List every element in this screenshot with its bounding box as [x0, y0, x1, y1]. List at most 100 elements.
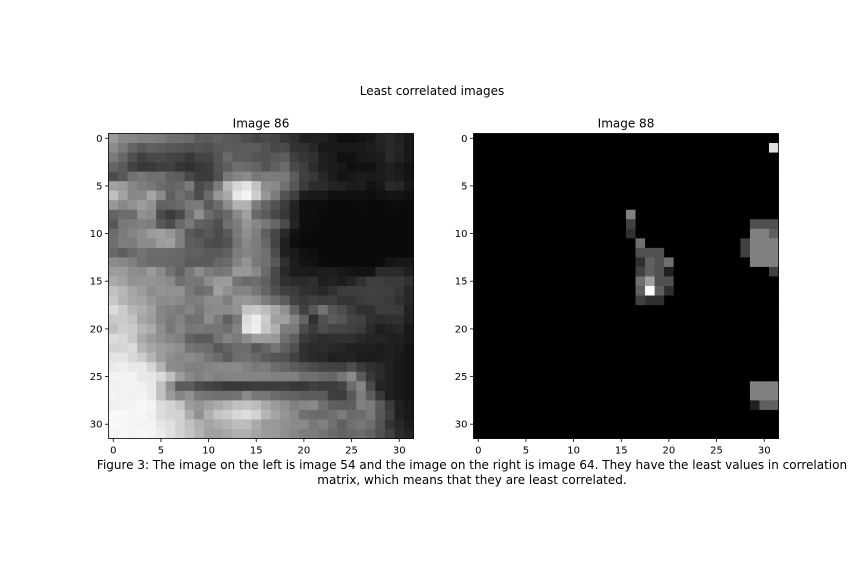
heatmap-cell	[645, 333, 655, 344]
heatmap-cell	[146, 362, 157, 373]
heatmap-cell	[702, 324, 713, 335]
heatmap-cell	[740, 295, 751, 306]
heatmap-cell	[403, 143, 414, 153]
heatmap-cell	[768, 324, 779, 335]
heatmap-cell	[108, 238, 119, 249]
heatmap-cell	[587, 257, 598, 268]
heatmap-cell	[327, 390, 338, 401]
heatmap-cell	[165, 314, 176, 325]
heatmap-cell	[222, 381, 233, 392]
heatmap-cell	[654, 228, 665, 239]
heatmap-cell	[280, 286, 290, 296]
heatmap-cell	[270, 209, 281, 220]
heatmap-cell	[606, 333, 617, 344]
heatmap-cell	[768, 219, 779, 230]
heatmap-cell	[184, 390, 195, 401]
heatmap-cell	[356, 247, 367, 258]
heatmap-cell	[664, 228, 675, 239]
heatmap-cell	[549, 324, 560, 335]
heatmap-cell	[626, 162, 636, 172]
heatmap-cell	[587, 200, 598, 211]
heatmap-cell	[597, 209, 608, 220]
heatmap-cell	[635, 362, 646, 373]
heatmap-cell	[740, 181, 751, 192]
heatmap-cell	[384, 371, 395, 382]
heatmap-cell	[511, 181, 522, 192]
heatmap-cell	[578, 162, 589, 172]
heatmap-cell	[384, 343, 395, 354]
heatmap-cell	[721, 162, 732, 172]
heatmap-cell	[299, 162, 310, 172]
heatmap-cell	[616, 143, 627, 153]
heatmap-cell	[540, 371, 551, 382]
heatmap-cell	[232, 419, 243, 430]
heatmap-cell	[337, 257, 348, 268]
heatmap-cell	[721, 190, 732, 201]
heatmap-cell	[203, 286, 214, 296]
heatmap-cell	[127, 200, 138, 211]
heatmap-cell	[108, 390, 119, 401]
heatmap-cell	[530, 200, 541, 211]
heatmap-cell	[203, 371, 214, 382]
heatmap-cell	[337, 371, 348, 382]
heatmap-cell	[365, 143, 376, 153]
heatmap-cell	[768, 190, 779, 201]
heatmap-cell	[540, 276, 551, 287]
heatmap-cell	[587, 247, 598, 258]
heatmap-cell	[194, 305, 205, 315]
heatmap-cell	[502, 257, 512, 268]
heatmap-cell	[683, 286, 694, 296]
heatmap-cell	[549, 181, 560, 192]
heatmap-cell	[127, 190, 138, 201]
heatmap-cell	[356, 162, 367, 172]
heatmap-cell	[597, 362, 608, 373]
heatmap-cell	[749, 324, 760, 335]
heatmap-cell	[403, 276, 414, 287]
heatmap-cell	[749, 286, 760, 296]
heatmap-cell	[521, 419, 532, 430]
heatmap-cell	[241, 181, 252, 192]
heatmap-cell	[261, 143, 271, 153]
heatmap-cell	[730, 257, 741, 268]
heatmap-cell	[692, 247, 703, 258]
heatmap-cell	[606, 171, 617, 182]
heatmap-cell	[606, 247, 617, 258]
heatmap-cell	[730, 181, 741, 192]
heatmap-cell	[251, 219, 262, 230]
x-tick-label: 25	[710, 446, 723, 457]
heatmap-cell	[280, 400, 290, 411]
heatmap-cell	[251, 381, 262, 392]
heatmap-cell	[711, 381, 722, 392]
heatmap-cell	[289, 247, 300, 258]
heatmap-cell	[645, 286, 655, 296]
heatmap-cell	[587, 295, 598, 306]
heatmap-cell	[568, 343, 579, 354]
heatmap-cell	[654, 419, 665, 430]
heatmap-cell	[654, 371, 665, 382]
heatmap-cell	[403, 162, 414, 172]
heatmap-cell	[559, 381, 570, 392]
heatmap-cell	[127, 162, 138, 172]
heatmap-cell	[692, 314, 703, 325]
heatmap-cell	[664, 162, 675, 172]
heatmap-cell	[394, 390, 405, 401]
heatmap-cell	[683, 381, 694, 392]
heatmap-cell	[203, 276, 214, 287]
heatmap-cell	[184, 381, 195, 392]
heatmap-cell	[483, 266, 493, 277]
heatmap-cell	[118, 343, 128, 354]
heatmap-cell	[502, 133, 512, 144]
heatmap-cell	[483, 371, 493, 382]
heatmap-cell	[759, 162, 770, 172]
heatmap-cell	[645, 400, 655, 411]
heatmap-cell	[492, 362, 503, 373]
heatmap-cell	[289, 228, 300, 239]
heatmap-cell	[118, 295, 128, 306]
heatmap-cell	[261, 152, 271, 163]
heatmap-cell	[213, 143, 224, 153]
heatmap-cell	[165, 200, 176, 211]
heatmap-cell	[270, 381, 281, 392]
heatmap-cell	[184, 133, 195, 144]
heatmap-cell	[137, 219, 147, 230]
heatmap-cell	[549, 409, 560, 420]
